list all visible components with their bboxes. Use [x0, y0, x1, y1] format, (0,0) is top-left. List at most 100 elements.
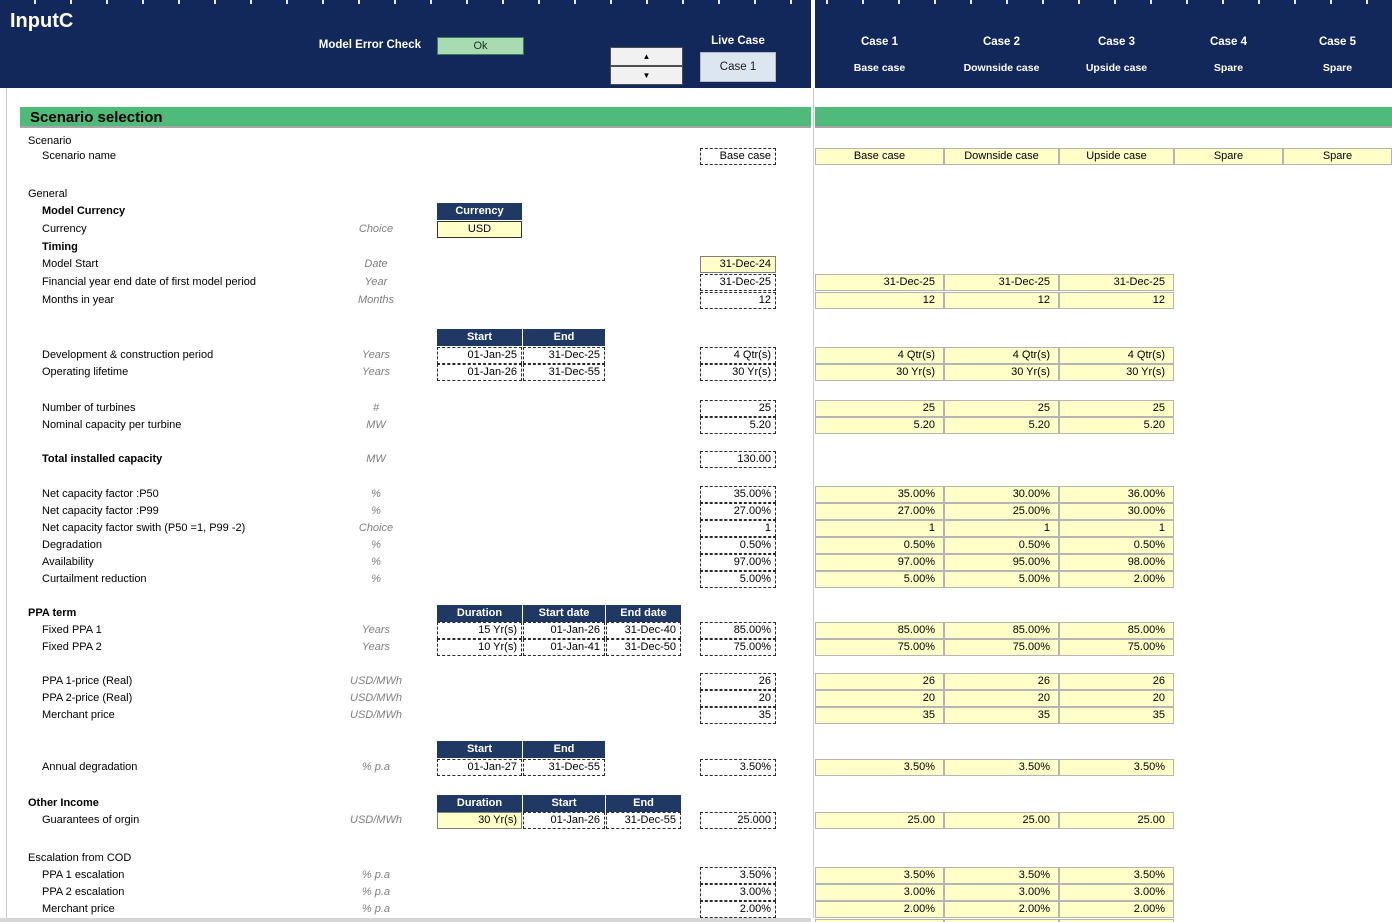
case-value-cell[interactable]: 4 Qtr(s) — [944, 347, 1059, 364]
case-value-cell[interactable]: 3.50% — [815, 759, 944, 776]
input-cell[interactable]: 01-Jan-26 — [523, 812, 605, 829]
case-value-cell[interactable]: 36.00% — [1059, 486, 1174, 503]
input-cell[interactable]: 31-Dec-55 — [523, 759, 605, 776]
case-value-cell[interactable]: 2.00% — [1059, 901, 1174, 918]
case-value-cell[interactable]: 75.00% — [815, 639, 944, 656]
live-case-value-cell[interactable]: 5.20 — [700, 417, 776, 434]
input-cell[interactable]: 31-Dec-55 — [523, 364, 605, 381]
case-value-cell[interactable]: 12 — [944, 292, 1059, 309]
live-case-value-cell[interactable]: 31-Dec-24 — [700, 256, 776, 273]
input-cell[interactable]: 31-Dec-50 — [606, 639, 681, 656]
input-cell[interactable]: 31-Dec-25 — [523, 347, 605, 364]
case-value-cell[interactable]: 1 — [944, 520, 1059, 537]
case-value-cell[interactable]: 31-Dec-25 — [944, 274, 1059, 291]
input-cell[interactable]: 31-Dec-40 — [606, 622, 681, 639]
case-value-cell[interactable]: Base case — [815, 148, 944, 165]
case-value-cell[interactable]: 3.50% — [944, 867, 1059, 884]
live-case-value-cell[interactable]: 75.00% — [700, 639, 776, 656]
case-value-cell[interactable]: 4 Qtr(s) — [815, 347, 944, 364]
live-case-value-cell[interactable]: 25.000 — [700, 812, 776, 829]
case-value-cell[interactable]: 98.00% — [1059, 554, 1174, 571]
case-value-cell[interactable]: 31-Dec-25 — [1059, 274, 1174, 291]
input-cell[interactable]: 01-Jan-26 — [523, 622, 605, 639]
input-cell[interactable]: 31-Dec-55 — [606, 812, 681, 829]
case-value-cell[interactable]: Upside case — [1059, 148, 1174, 165]
case-value-cell[interactable]: 25.00 — [815, 812, 944, 829]
case-value-cell[interactable]: 0.50% — [1059, 537, 1174, 554]
case-value-cell[interactable]: 3.00% — [1059, 884, 1174, 901]
case-value-cell[interactable]: Spare — [1174, 148, 1283, 165]
case-value-cell[interactable]: 85.00% — [944, 622, 1059, 639]
live-case-value-cell[interactable]: 1 — [700, 520, 776, 537]
case-value-cell[interactable]: 30 Yr(s) — [815, 364, 944, 381]
case-value-cell[interactable]: 1 — [1059, 520, 1174, 537]
case-value-cell[interactable]: 2.00% — [1059, 571, 1174, 588]
input-cell[interactable]: 10 Yr(s) — [437, 639, 522, 656]
case-value-cell[interactable]: 5.20 — [944, 417, 1059, 434]
case-value-cell[interactable]: 30 Yr(s) — [1059, 364, 1174, 381]
case-value-cell[interactable]: 1 — [815, 520, 944, 537]
case-value-cell[interactable]: 25 — [944, 400, 1059, 417]
spinner-down-button[interactable]: ▼ — [610, 66, 683, 85]
live-case-value-cell[interactable]: 2.00% — [700, 901, 776, 918]
case-value-cell[interactable]: 30.00% — [944, 486, 1059, 503]
case-value-cell[interactable]: 25.00 — [1059, 812, 1174, 829]
live-case-value-cell[interactable]: 3.00% — [700, 884, 776, 901]
live-case-value-cell[interactable]: 85.00% — [700, 622, 776, 639]
case-value-cell[interactable]: 35 — [815, 707, 944, 724]
case-value-cell[interactable]: 3.00% — [815, 884, 944, 901]
case-value-cell[interactable]: 26 — [815, 673, 944, 690]
case-value-cell[interactable]: 75.00% — [1059, 639, 1174, 656]
case-value-cell[interactable]: 20 — [815, 690, 944, 707]
live-case-value-cell[interactable]: 97.00% — [700, 554, 776, 571]
input-cell[interactable]: 01-Jan-26 — [437, 364, 522, 381]
case-value-cell[interactable]: 3.00% — [944, 884, 1059, 901]
input-cell[interactable]: 01-Jan-41 — [523, 639, 605, 656]
case-value-cell[interactable]: 25.00 — [944, 812, 1059, 829]
case-value-cell[interactable]: 85.00% — [1059, 622, 1174, 639]
case-value-cell[interactable]: 27.00% — [815, 503, 944, 520]
spinner-up-button[interactable]: ▲ — [610, 47, 683, 66]
case-value-cell[interactable]: 2.00% — [944, 901, 1059, 918]
case-value-cell[interactable]: 30 Yr(s) — [944, 364, 1059, 381]
case-value-cell[interactable]: 5.00% — [944, 571, 1059, 588]
live-case-value-cell[interactable]: 26 — [700, 673, 776, 690]
case-value-cell[interactable]: 5.00% — [815, 571, 944, 588]
live-case-value-cell[interactable]: 35 — [700, 707, 776, 724]
case-value-cell[interactable]: 85.00% — [815, 622, 944, 639]
case-value-cell[interactable]: 12 — [1059, 292, 1174, 309]
live-case-value-cell[interactable]: 35.00% — [700, 486, 776, 503]
case-value-cell[interactable]: 35 — [1059, 707, 1174, 724]
case-value-cell[interactable]: 4 Qtr(s) — [1059, 347, 1174, 364]
case-value-cell[interactable]: 20 — [944, 690, 1059, 707]
input-cell[interactable]: 01-Jan-27 — [437, 759, 522, 776]
case-value-cell[interactable]: 31-Dec-25 — [815, 274, 944, 291]
case-value-cell[interactable]: 35.00% — [815, 486, 944, 503]
live-case-value-cell[interactable]: Base case — [700, 148, 776, 165]
case-value-cell[interactable]: 25 — [815, 400, 944, 417]
case-value-cell[interactable]: 5.20 — [815, 417, 944, 434]
input-cell[interactable]: USD — [437, 221, 522, 238]
case-value-cell[interactable]: Downside case — [944, 148, 1059, 165]
case-value-cell[interactable]: Spare — [1283, 148, 1392, 165]
live-case-value-cell[interactable]: 5.00% — [700, 571, 776, 588]
case-value-cell[interactable]: 0.50% — [944, 537, 1059, 554]
case-value-cell[interactable]: 25.00% — [944, 503, 1059, 520]
case-value-cell[interactable]: 30.00% — [1059, 503, 1174, 520]
case-value-cell[interactable]: 97.00% — [815, 554, 944, 571]
case-value-cell[interactable]: 75.00% — [944, 639, 1059, 656]
case-value-cell[interactable]: 2.00% — [815, 901, 944, 918]
case-value-cell[interactable]: 25 — [1059, 400, 1174, 417]
case-value-cell[interactable]: 5.20 — [1059, 417, 1174, 434]
live-case-value-cell[interactable]: 130.00 — [700, 451, 776, 468]
case-value-cell[interactable]: 35 — [944, 707, 1059, 724]
case-value-cell[interactable]: 3.50% — [815, 867, 944, 884]
live-case-value-cell[interactable]: 4 Qtr(s) — [700, 347, 776, 364]
input-cell[interactable]: 01-Jan-25 — [437, 347, 522, 364]
live-case-value-cell[interactable]: 31-Dec-25 — [700, 274, 776, 291]
live-case-value-cell[interactable]: 3.50% — [700, 867, 776, 884]
live-case-value-cell[interactable]: 3.50% — [700, 759, 776, 776]
case-value-cell[interactable]: 26 — [1059, 673, 1174, 690]
case-value-cell[interactable]: 0.50% — [815, 537, 944, 554]
case-value-cell[interactable]: 3.50% — [944, 759, 1059, 776]
